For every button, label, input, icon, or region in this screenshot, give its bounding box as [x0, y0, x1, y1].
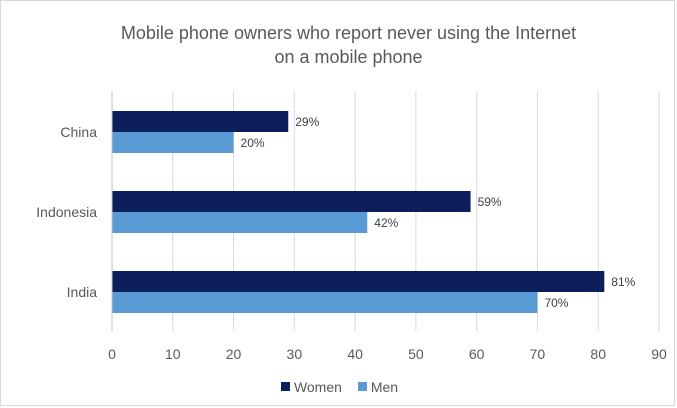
- x-tick-label-60: 60: [469, 346, 485, 362]
- legend-label-women: Women: [293, 378, 342, 395]
- data-label-men-indonesia: 42%: [374, 216, 398, 230]
- data-label-men-china: 20%: [241, 136, 265, 150]
- legend-label-men: Men: [370, 378, 399, 395]
- data-label-women-china: 29%: [295, 115, 319, 129]
- x-tick-label-30: 30: [287, 346, 303, 362]
- legend-swatch-women: [280, 382, 290, 391]
- bar-men-china: [112, 132, 234, 153]
- bar-women-india: [112, 271, 605, 292]
- bar-women-china: [112, 111, 289, 132]
- bar-women-indonesia: [112, 191, 471, 212]
- data-label-women-indonesia: 59%: [478, 195, 502, 209]
- x-tick-label-40: 40: [347, 346, 363, 362]
- x-tick-label-80: 80: [590, 346, 606, 362]
- chart-title: Mobile phone owners who report never usi…: [61, 21, 636, 69]
- data-label-men-india: 70%: [544, 296, 568, 310]
- y-category-label-china: China: [60, 124, 97, 140]
- legend-item-women: Women: [280, 378, 342, 395]
- legend-item-men: Men: [357, 378, 399, 395]
- legend-swatch-men: [357, 382, 367, 391]
- y-category-label-indonesia: Indonesia: [36, 204, 97, 220]
- y-category-label-india: India: [67, 284, 98, 300]
- x-tick-label-0: 0: [108, 346, 116, 362]
- x-tick-label-50: 50: [408, 346, 424, 362]
- chart-title-line-1: Mobile phone owners who report never usi…: [120, 23, 577, 43]
- data-label-women-india: 81%: [611, 275, 635, 289]
- x-tick-label-10: 10: [165, 346, 181, 362]
- chart-title-line-2: on a mobile phone: [274, 47, 423, 67]
- bar-men-india: [112, 292, 538, 313]
- x-tick-label-20: 20: [226, 346, 242, 362]
- chart-legend: Women Men: [1, 378, 677, 395]
- x-tick-label-90: 90: [651, 346, 667, 362]
- bar-men-indonesia: [112, 212, 368, 233]
- x-tick-label-70: 70: [530, 346, 546, 362]
